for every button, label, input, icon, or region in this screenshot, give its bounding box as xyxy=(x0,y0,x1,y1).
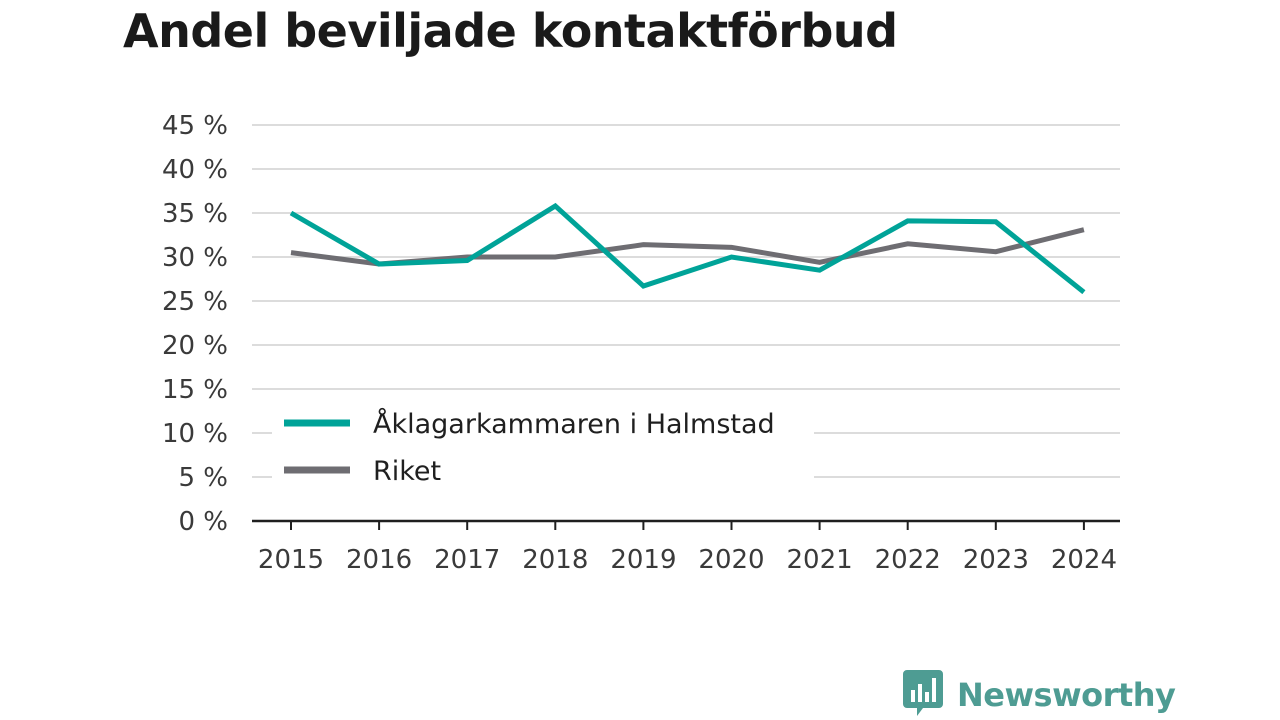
x-tick-label: 2021 xyxy=(787,545,853,575)
legend-label: Riket xyxy=(373,456,441,487)
y-axis-tick-labels: 0 % 5 % 10 % 15 % 20 % 25 % 30 % 35 % 40 % 45 % xyxy=(162,111,228,537)
x-tick-label: 2018 xyxy=(522,545,588,575)
x-tick-label: 2016 xyxy=(346,545,412,575)
x-tick-label: 2015 xyxy=(258,545,324,575)
y-tick-label: 25 % xyxy=(162,287,228,317)
x-tick-label: 2019 xyxy=(610,545,676,575)
bar-chart-speech-bubble-icon xyxy=(903,670,943,720)
y-tick-label: 15 % xyxy=(162,375,228,405)
x-tick-label: 2023 xyxy=(963,545,1029,575)
logo-text: Newsworthy xyxy=(957,676,1176,714)
y-tick-label: 10 % xyxy=(162,419,228,449)
x-tick-label: 2020 xyxy=(698,545,764,575)
legend: Åklagarkammaren i Halmstad Riket xyxy=(272,398,814,487)
y-tick-label: 40 % xyxy=(162,155,228,185)
y-tick-label: 5 % xyxy=(178,463,228,493)
y-tick-label: 35 % xyxy=(162,199,228,229)
series-lines xyxy=(289,202,1086,295)
legend-label: Åklagarkammaren i Halmstad xyxy=(373,408,775,440)
y-tick-label: 45 % xyxy=(162,111,228,141)
legend-background xyxy=(272,398,814,482)
y-tick-label: 20 % xyxy=(162,331,228,361)
x-tick-label: 2017 xyxy=(434,545,500,575)
x-tick-label: 2022 xyxy=(875,545,941,575)
x-axis-ticks: 2015 2016 2017 2018 2019 2020 2021 2022 2023 2024 xyxy=(258,521,1117,575)
series-line-aklagarkammaren xyxy=(289,202,1086,295)
y-tick-label: 30 % xyxy=(162,243,228,273)
newsworthy-logo: Newsworthy xyxy=(903,670,1176,720)
series-line-riket xyxy=(290,227,1085,267)
chart-title: Andel beviljade kontaktförbud xyxy=(123,4,898,58)
y-tick-label: 0 % xyxy=(178,507,228,537)
x-tick-label: 2024 xyxy=(1051,545,1117,575)
